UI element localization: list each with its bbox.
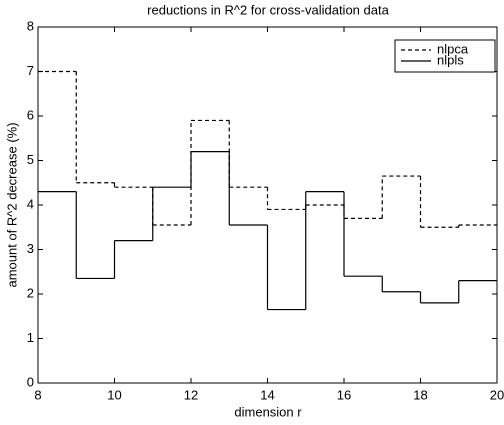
- chart-title: reductions in R^2 for cross-validation d…: [147, 2, 389, 17]
- y-tick-label: 6: [27, 107, 34, 122]
- y-tick-label: 7: [27, 63, 34, 78]
- y-tick-label: 1: [27, 330, 34, 345]
- x-tick-label: 16: [337, 387, 351, 402]
- x-tick-label: 8: [34, 387, 41, 402]
- y-axis-label: amount of R^2 decrease (%): [4, 122, 19, 287]
- y-tick-label: 3: [27, 241, 34, 256]
- legend-label: nlpls: [437, 52, 464, 67]
- x-tick-label: 20: [490, 387, 504, 402]
- x-tick-label: 14: [260, 387, 274, 402]
- legend-box: [394, 39, 496, 73]
- y-tick-label: 8: [27, 18, 34, 33]
- x-axis-label: dimension r: [234, 404, 302, 419]
- y-tick-label: 5: [27, 152, 34, 167]
- x-tick-label: 10: [107, 387, 121, 402]
- y-tick-label: 2: [27, 285, 34, 300]
- x-tick-label: 18: [413, 387, 427, 402]
- y-tick-label: 0: [27, 374, 34, 389]
- x-tick-label: 12: [184, 387, 198, 402]
- y-tick-label: 4: [27, 196, 34, 211]
- legend-label: nlpca: [437, 41, 469, 56]
